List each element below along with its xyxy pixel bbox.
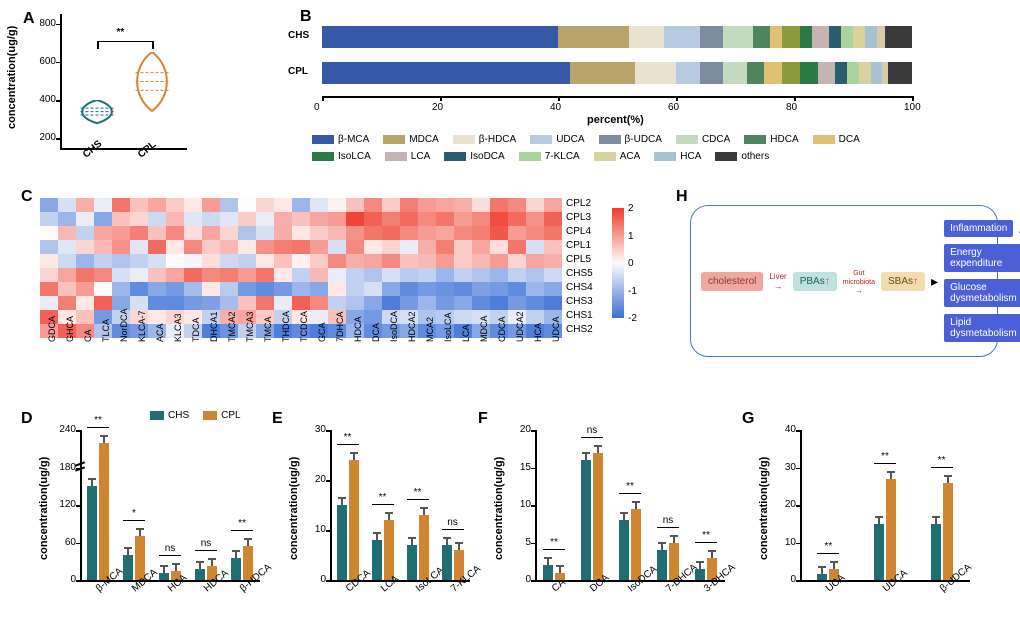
legend-β-UDCA: β-UDCA [599,134,662,145]
legend-HDCA: HDCA [744,134,798,145]
legend-ACA: ACA [594,151,641,162]
legend-β-HDCA: β-HDCA [453,134,516,145]
legend-IsoDCA: IsoDCA [444,151,504,162]
legend-IsoLCA: IsoLCA [312,151,371,162]
legend-MDCA: MDCA [383,134,438,145]
legend-DCA: DCA [813,134,860,145]
stacked-bar-CHS [322,26,912,48]
stacked-bar-CPL [322,62,912,84]
legend-others: others [715,151,769,162]
legend-7-KLCA: 7-KLCA [519,151,580,162]
legend-LCA: LCA [385,151,430,162]
legend-HCA: HCA [654,151,701,162]
legend-CDCA: CDCA [676,134,730,145]
legend-UDCA: UDCA [530,134,584,145]
legend-β-MCA: β-MCA [312,134,369,145]
